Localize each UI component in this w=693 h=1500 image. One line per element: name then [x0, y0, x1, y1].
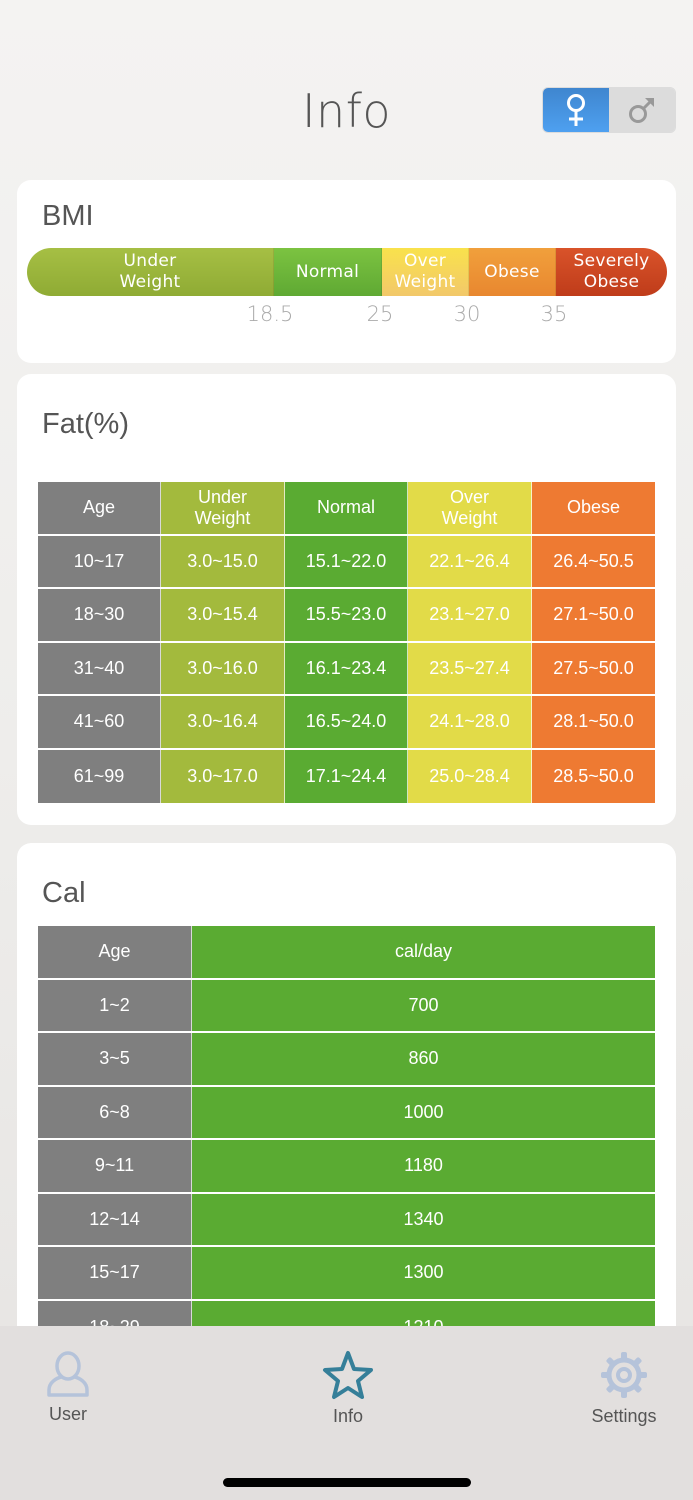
bmi-segment-severely-obese: Severely Obese [556, 248, 667, 296]
header: Info [0, 0, 693, 170]
underweight-cell: 3.0~17.0 [161, 749, 285, 803]
normal-cell: 16.5~24.0 [285, 696, 408, 748]
bmi-card: BMI Under Weight Normal Over Weight Obese … [17, 180, 676, 363]
tab-settings-label: Settings [591, 1406, 657, 1426]
age-cell: 15~17 [38, 1247, 192, 1299]
tab-info-label: Info [332, 1406, 364, 1426]
cal-table-header: Age cal/day [38, 926, 655, 980]
cal-value-cell: 1210 [192, 1300, 655, 1326]
fat-table-header: Age Under Weight Normal Over Weight Obese [38, 482, 655, 536]
bmi-segment-underweight: Under Weight [27, 248, 274, 296]
bmi-tick: 18.5 [246, 302, 294, 326]
cal-value-cell: 1340 [192, 1193, 655, 1245]
female-symbol-icon [567, 94, 585, 126]
age-cell: 18~29 [38, 1300, 192, 1326]
obese-cell: 28.5~50.0 [532, 749, 655, 803]
normal-cell: 17.1~24.4 [285, 749, 408, 803]
obese-cell: 27.1~50.0 [532, 589, 655, 641]
table-row: 3~5 860 [38, 1033, 655, 1087]
age-cell: 1~2 [38, 979, 192, 1031]
age-cell: 61~99 [38, 749, 161, 803]
table-row: 10~17 3.0~15.0 15.1~22.0 22.1~26.4 26.4~… [38, 535, 655, 589]
age-cell: 10~17 [38, 535, 161, 587]
cal-value-cell: 1180 [192, 1140, 655, 1192]
table-row: 12~14 1340 [38, 1193, 655, 1247]
fat-table: Age Under Weight Normal Over Weight Obese … [38, 482, 655, 803]
bmi-title: BMI [42, 200, 94, 232]
age-cell: 18~30 [38, 589, 161, 641]
overweight-cell: 23.1~27.0 [408, 589, 532, 641]
obese-cell: 28.1~50.0 [532, 696, 655, 748]
star-icon [323, 1351, 373, 1399]
header-cell: Age [38, 482, 161, 534]
bmi-tick: 25 [366, 302, 394, 326]
cal-card-body: Cal Age cal/day 1~2 700 3~5 860 6~8 1000… [17, 843, 676, 1326]
header-cell: Over Weight [408, 482, 532, 534]
age-cell: 31~40 [38, 642, 161, 694]
fat-title: Fat(%) [42, 408, 129, 440]
tab-settings[interactable]: Settings [564, 1350, 684, 1427]
overweight-cell: 24.1~28.0 [408, 696, 532, 748]
age-cell: 41~60 [38, 696, 161, 748]
underweight-cell: 3.0~16.0 [161, 642, 285, 694]
table-row: 18~30 3.0~15.4 15.5~23.0 23.1~27.0 27.1~… [38, 589, 655, 643]
tab-info[interactable]: Info [288, 1350, 408, 1427]
normal-cell: 16.1~23.4 [285, 642, 408, 694]
bmi-segment-obese: Obese [469, 248, 556, 296]
table-row: 31~40 3.0~16.0 16.1~23.4 23.5~27.4 27.5~… [38, 642, 655, 696]
page-title: Info [301, 84, 392, 138]
bmi-tick: 35 [540, 302, 568, 326]
home-indicator[interactable] [223, 1478, 471, 1487]
table-row: 15~17 1300 [38, 1247, 655, 1301]
cal-value-cell: 1300 [192, 1247, 655, 1299]
age-cell: 12~14 [38, 1193, 192, 1245]
header-cell: Age [38, 926, 192, 978]
bmi-tick-labels: 18.5 25 30 35 [17, 302, 676, 328]
normal-cell: 15.1~22.0 [285, 535, 408, 587]
table-row: 1~2 700 [38, 979, 655, 1033]
bmi-tick: 30 [453, 302, 481, 326]
table-row: 6~8 1000 [38, 1086, 655, 1140]
header-cell: cal/day [192, 926, 655, 978]
cal-title: Cal [42, 877, 86, 909]
underweight-cell: 3.0~15.4 [161, 589, 285, 641]
bmi-segment-overweight: Over Weight [382, 248, 469, 296]
cal-value-cell: 860 [192, 1033, 655, 1085]
header-cell: Obese [532, 482, 655, 534]
age-cell: 3~5 [38, 1033, 192, 1085]
table-row: 41~60 3.0~16.4 16.5~24.0 24.1~28.0 28.1~… [38, 696, 655, 750]
user-icon [47, 1351, 89, 1397]
cal-table: Age cal/day 1~2 700 3~5 860 6~8 1000 9~1… [38, 926, 655, 1326]
age-cell: 9~11 [38, 1140, 192, 1192]
gender-male-button[interactable] [609, 88, 675, 132]
header-cell: Under Weight [161, 482, 285, 534]
gender-toggle[interactable] [542, 87, 676, 133]
overweight-cell: 25.0~28.4 [408, 749, 532, 803]
male-symbol-icon [629, 98, 654, 123]
underweight-cell: 3.0~16.4 [161, 696, 285, 748]
cal-value-cell: 700 [192, 979, 655, 1031]
obese-cell: 26.4~50.5 [532, 535, 655, 587]
gender-female-button[interactable] [543, 88, 609, 132]
tab-bar: User Info Settings [0, 1326, 693, 1500]
cal-value-cell: 1000 [192, 1086, 655, 1138]
bmi-scale-bar: Under Weight Normal Over Weight Obese Seve… [27, 248, 667, 296]
header-cell: Normal [285, 482, 408, 534]
table-row: 61~99 3.0~17.0 17.1~24.4 25.0~28.4 28.5~… [38, 749, 655, 803]
normal-cell: 15.5~23.0 [285, 589, 408, 641]
overweight-cell: 23.5~27.4 [408, 642, 532, 694]
obese-cell: 27.5~50.0 [532, 642, 655, 694]
overweight-cell: 22.1~26.4 [408, 535, 532, 587]
gear-icon [601, 1352, 647, 1398]
table-row: 9~11 1180 [38, 1140, 655, 1194]
cal-card[interactable]: Cal Age cal/day 1~2 700 3~5 860 6~8 1000… [17, 843, 676, 1326]
underweight-cell: 3.0~15.0 [161, 535, 285, 587]
tab-user-label: User [48, 1404, 87, 1424]
bmi-segment-normal: Normal [274, 248, 382, 296]
table-row: 18~29 1210 [38, 1300, 655, 1326]
fat-card: Fat(%) Age Under Weight Normal Over Weight… [17, 374, 676, 825]
age-cell: 6~8 [38, 1086, 192, 1138]
tab-user[interactable]: User [8, 1350, 128, 1425]
